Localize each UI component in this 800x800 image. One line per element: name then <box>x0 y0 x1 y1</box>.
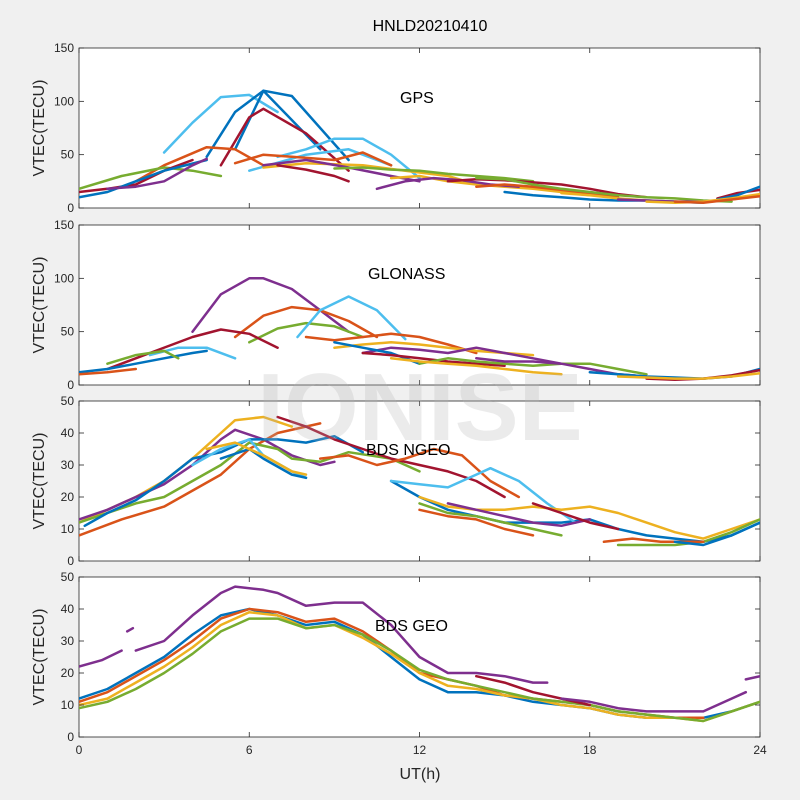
series-line <box>616 372 760 380</box>
series-line <box>475 183 620 199</box>
series-line <box>418 508 535 537</box>
series-line <box>248 321 365 344</box>
y-tick-label: 100 <box>54 94 74 108</box>
series-line <box>134 585 549 684</box>
series-group <box>79 277 760 381</box>
series-line <box>333 166 535 183</box>
series-line <box>79 617 760 723</box>
series-line <box>744 674 760 681</box>
y-tick-label: 100 <box>54 271 74 285</box>
series-line <box>389 357 563 376</box>
series-group <box>79 585 760 723</box>
y-tick-label: 40 <box>61 602 75 616</box>
y-tick-label: 0 <box>67 201 74 215</box>
series-line <box>219 447 308 480</box>
series-line <box>219 107 350 172</box>
y-axis-label: VTEC(TECU) <box>31 609 48 706</box>
watermark: IONISE <box>257 354 582 461</box>
series-line <box>79 649 123 668</box>
series-line <box>602 537 705 544</box>
series-line <box>79 422 322 537</box>
series-line <box>233 151 393 167</box>
series-line <box>276 137 421 180</box>
y-tick-label: 40 <box>61 426 75 440</box>
y-tick-label: 20 <box>61 490 75 504</box>
y-tick-label: 50 <box>61 570 75 584</box>
series-line <box>296 295 407 341</box>
series-line <box>673 195 760 204</box>
panel-bds-geo: 0 10 20 30 40 50 0 6 12 18 24 VTEC(TECU) BDS GEO <box>31 570 767 757</box>
y-tick-label: 50 <box>61 148 75 162</box>
y-tick-label: 0 <box>67 378 74 392</box>
series-line <box>333 341 421 365</box>
series-group <box>79 89 760 204</box>
series-line <box>475 176 733 203</box>
panel-gps: 0 50 100 150 VTEC(TECU) GPS <box>31 41 761 215</box>
series-line <box>233 305 379 339</box>
series-line <box>673 521 760 547</box>
series-line <box>233 89 350 162</box>
figure-title: HNLD20210410 <box>373 18 488 35</box>
y-tick-label: 30 <box>61 458 75 472</box>
panel-annotation: BDS GEO <box>375 618 448 635</box>
panel-bds-ngeo: 0 10 20 30 40 50 VTEC(TECU) BDS NGEO <box>31 394 761 568</box>
y-tick-label: 20 <box>61 666 75 680</box>
y-axis-label: VTEC(TECU) <box>31 257 48 354</box>
y-tick-label: 50 <box>61 394 75 408</box>
series-line <box>79 158 208 199</box>
series-line <box>418 502 563 537</box>
series-line <box>79 441 421 524</box>
series-line <box>205 89 322 159</box>
series-line <box>106 328 279 371</box>
panel-annotation: GPS <box>400 90 434 107</box>
series-line <box>106 157 208 191</box>
series-line <box>79 610 760 723</box>
y-tick-label: 0 <box>67 554 74 568</box>
series-line <box>418 357 648 376</box>
series-line <box>79 166 223 191</box>
plot-area <box>78 47 761 209</box>
x-tick-label: 18 <box>583 743 597 757</box>
x-tick-label: 6 <box>246 743 253 757</box>
series-line <box>304 332 478 355</box>
series-line <box>125 626 135 633</box>
series-line <box>446 502 592 528</box>
series-group <box>79 415 760 547</box>
y-tick-label: 0 <box>67 730 74 744</box>
x-tick-label: 24 <box>753 743 767 757</box>
series-line <box>531 502 620 531</box>
series-line <box>716 188 760 200</box>
x-tick-label: 12 <box>413 743 427 757</box>
series-line <box>318 447 521 499</box>
y-tick-label: 30 <box>61 634 75 648</box>
panel-glonass: 0 50 100 150 VTEC(TECU) GLONASS <box>31 218 761 392</box>
y-axis-label: VTEC(TECU) <box>31 433 48 530</box>
series-line <box>79 349 208 374</box>
series-line <box>560 690 748 713</box>
y-tick-label: 10 <box>61 698 75 712</box>
y-axis-label: VTEC(TECU) <box>31 80 48 177</box>
panel-annotation: BDS NGEO <box>366 442 450 459</box>
series-line <box>389 466 577 524</box>
y-tick-label: 150 <box>54 218 74 232</box>
series-line <box>276 164 350 183</box>
y-tick-label: 10 <box>61 522 75 536</box>
series-line <box>205 441 308 476</box>
series-line <box>83 434 365 528</box>
series-line <box>361 346 563 365</box>
panel-annotation: GLONASS <box>368 266 445 283</box>
y-tick-label: 50 <box>61 325 75 339</box>
y-tick-label: 150 <box>54 41 74 55</box>
series-line <box>106 349 180 365</box>
series-line <box>79 367 138 376</box>
x-tick-label: 0 <box>76 743 83 757</box>
x-axis-label: UT(h) <box>400 766 441 783</box>
